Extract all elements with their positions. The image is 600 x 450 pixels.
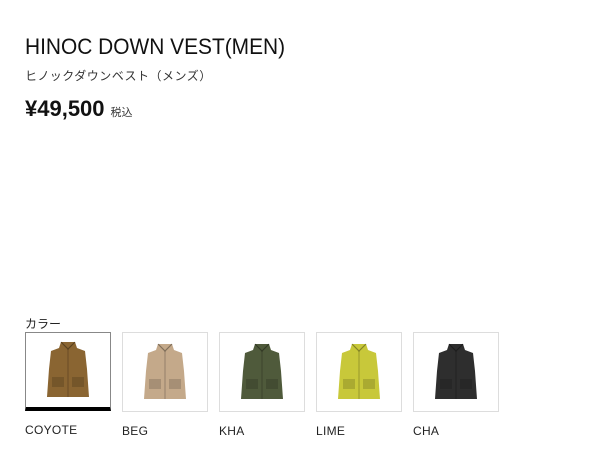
tax-label: 税込 (110, 106, 133, 119)
swatch-name: LIME (316, 424, 346, 438)
swatch-image (219, 332, 305, 412)
swatch-image (122, 332, 208, 412)
color-swatch-coyote[interactable]: COYOTE (25, 332, 111, 438)
price: ¥49,500 (25, 96, 105, 121)
swatch-name: CHA (413, 424, 440, 438)
swatch-image (25, 332, 111, 411)
vest-icon (338, 343, 380, 399)
swatch-name: COYOTE (25, 423, 78, 437)
vest-icon (47, 341, 89, 397)
color-swatch-cha[interactable]: CHA (413, 332, 499, 438)
product-subtitle: ヒノックダウンベスト（メンズ） (25, 69, 212, 83)
swatch-image (413, 332, 499, 412)
color-label: カラー (25, 317, 62, 331)
vest-icon (241, 343, 283, 399)
swatch-image (316, 332, 402, 412)
color-swatch-beg[interactable]: BEG (122, 332, 208, 438)
vest-icon (144, 343, 186, 399)
color-swatches: COYOTE BEG KHA LIME (25, 332, 499, 438)
price-row: ¥49,500 税込 (25, 96, 133, 122)
color-swatch-lime[interactable]: LIME (316, 332, 402, 438)
vest-icon (435, 343, 477, 399)
product-title: HINOC DOWN VEST(MEN) (25, 34, 286, 59)
swatch-name: BEG (122, 424, 149, 438)
swatch-name: KHA (219, 424, 245, 438)
color-swatch-kha[interactable]: KHA (219, 332, 305, 438)
